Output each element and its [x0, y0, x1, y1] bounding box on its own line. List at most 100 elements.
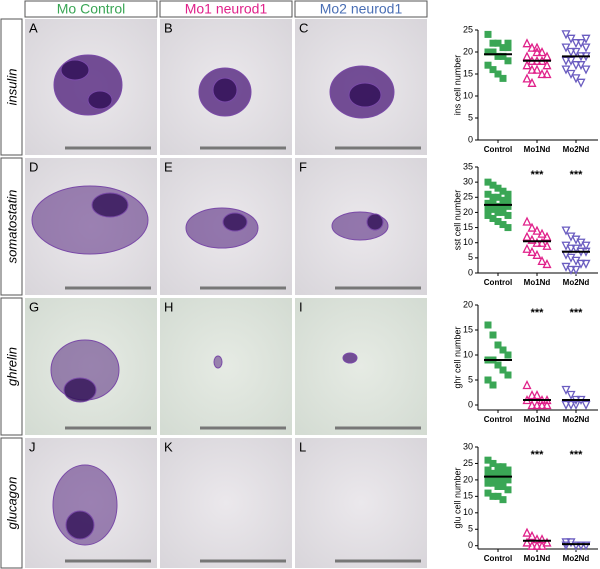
data-point	[484, 30, 492, 38]
x-tick-label: Mo2Nd	[563, 278, 590, 287]
data-point	[537, 69, 547, 79]
row-label-box	[0, 18, 23, 156]
data-point	[527, 246, 537, 256]
data-point	[499, 463, 507, 471]
data-point	[571, 39, 581, 49]
panel-letter: L	[299, 439, 306, 454]
x-tick-label: Mo1Nd	[524, 415, 551, 424]
dot-plot: sst cell number 0 5 10 15 20 25 30 35 Control Mo1N…	[452, 161, 598, 287]
data-point	[542, 240, 552, 250]
data-point	[484, 199, 492, 207]
data-point	[537, 255, 547, 266]
data-point	[537, 47, 547, 57]
panel-letter: I	[299, 299, 303, 314]
data-point	[484, 456, 492, 464]
data-point	[504, 224, 512, 232]
x-tick-label: Control	[484, 145, 512, 154]
image-panel	[160, 298, 292, 435]
data-point	[532, 249, 542, 259]
data-point	[527, 400, 537, 410]
data-point	[494, 482, 502, 490]
data-point	[576, 259, 586, 269]
data-point	[566, 34, 576, 44]
y-tick-label: 25	[463, 458, 473, 468]
data-point	[489, 459, 497, 467]
data-point	[499, 221, 507, 229]
data-point	[527, 77, 537, 87]
y-tick-label: 5	[468, 524, 473, 534]
data-point	[532, 400, 542, 410]
y-tick-label: 20	[463, 207, 473, 217]
y-axis-label: ins cell number	[452, 55, 462, 116]
data-point	[494, 361, 502, 369]
data-point	[484, 61, 492, 69]
x-tick-label: Mo1Nd	[524, 554, 551, 563]
data-point	[522, 73, 532, 83]
data-point	[494, 469, 502, 477]
x-tick-label: Mo1Nd	[524, 145, 551, 154]
x-tick-label: Mo2Nd	[563, 145, 590, 154]
y-tick-label: 20	[463, 474, 473, 484]
data-point	[542, 537, 552, 547]
data-point	[489, 199, 497, 207]
y-axis-label: sst cell number	[452, 190, 462, 251]
dot-plot: ghr cell number 0 5 10 15 20 Control Mo1Nd Mo2Nd…	[452, 299, 598, 424]
panel-letter: H	[164, 299, 173, 314]
data-point	[571, 541, 581, 551]
data-point	[576, 61, 586, 71]
data-point	[494, 341, 502, 349]
data-point	[484, 376, 492, 384]
data-point	[581, 34, 591, 44]
data-point	[494, 492, 502, 500]
data-point	[504, 351, 512, 359]
x-tick-label: Mo2Nd	[563, 554, 590, 563]
data-point	[537, 237, 547, 247]
y-tick-label: 15	[463, 324, 473, 334]
panel-letter: J	[29, 439, 36, 454]
data-point	[499, 74, 507, 82]
data-point	[581, 400, 591, 410]
panel-letter: E	[164, 159, 173, 174]
data-point	[537, 540, 547, 550]
data-point	[504, 486, 512, 494]
column-header: Mo1 neurod1	[185, 1, 268, 17]
panel-letter: D	[29, 159, 38, 174]
data-point	[522, 216, 532, 226]
panel-letter: K	[164, 439, 173, 454]
column-header-box	[24, 0, 158, 18]
row-label: ghrelin	[4, 347, 19, 386]
data-point	[489, 39, 497, 47]
dot-plot: glu cell number 0 5 10 15 20 25 30 Control Mo1Nd M…	[452, 441, 598, 563]
data-point	[522, 51, 532, 61]
y-tick-label: 10	[463, 349, 473, 359]
row-label-box	[0, 437, 23, 569]
data-point	[484, 190, 492, 198]
data-point	[499, 469, 507, 477]
data-point	[494, 39, 502, 47]
x-tick-label: Control	[484, 415, 512, 424]
y-tick-label: 10	[463, 90, 473, 100]
data-point	[494, 52, 502, 60]
image-panel	[295, 438, 427, 568]
y-tick-label: 0	[468, 399, 473, 409]
data-point	[537, 400, 547, 410]
column-header: Mo Control	[57, 1, 125, 17]
data-point	[484, 205, 492, 213]
data-point	[489, 193, 497, 201]
panel-letter: A	[29, 20, 38, 35]
data-point	[561, 226, 571, 236]
data-point	[494, 463, 502, 471]
y-tick-label: 25	[463, 192, 473, 202]
data-point	[527, 234, 537, 244]
data-point	[527, 64, 537, 74]
column-header: Mo2 neurod1	[320, 1, 403, 17]
data-point	[542, 69, 552, 79]
significance: ***	[570, 307, 584, 319]
data-point	[504, 44, 512, 52]
y-tick-label: 25	[463, 24, 473, 34]
y-tick-label: 5	[468, 112, 473, 122]
data-point	[576, 78, 586, 88]
row-label: somatostatin	[4, 190, 19, 264]
blobs	[31, 54, 395, 546]
